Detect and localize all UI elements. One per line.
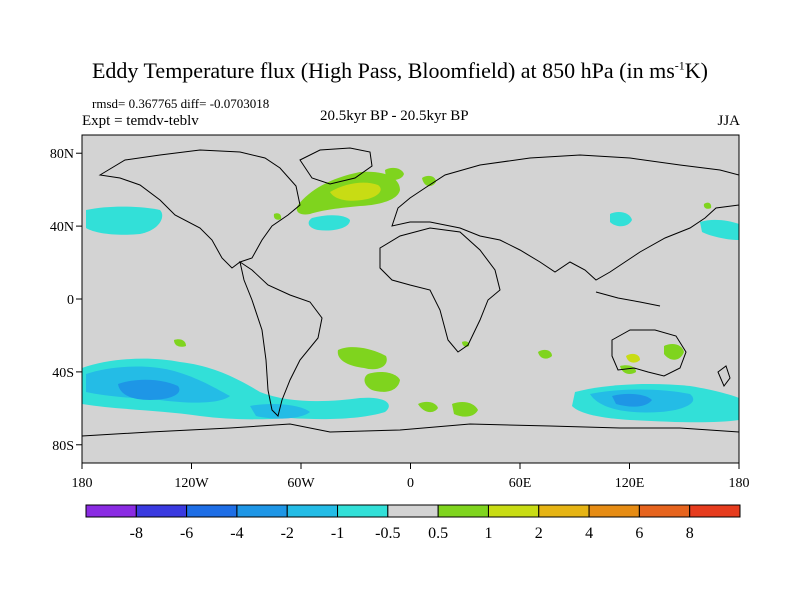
colorbar-swatch <box>538 504 590 518</box>
drake-passage-negative <box>250 404 310 419</box>
south-atlantic-positive-3 <box>418 401 438 413</box>
north-america-coast <box>98 149 301 269</box>
map-area <box>82 135 739 463</box>
canada-positive <box>273 213 282 220</box>
colorbar-swatch <box>638 504 691 518</box>
stats-label: rmsd= 0.367765 diff= -0.0703018 <box>92 96 270 111</box>
period-label: 20.5kyr BP - 20.5kyr BP <box>320 108 469 124</box>
australia-positive <box>626 353 640 363</box>
lon-tick-label: 120W <box>174 476 209 491</box>
north-atlantic-strong <box>330 182 381 201</box>
colorbar-label: -6 <box>180 525 193 542</box>
anomaly-shading <box>82 167 739 423</box>
colorbar-label: 0.5 <box>428 525 448 542</box>
lat-tick-label: 40N <box>50 220 74 235</box>
lon-tick-label: 60E <box>509 476 532 491</box>
south-pacific-positive-small <box>174 339 186 347</box>
season-label: JJA <box>717 113 740 129</box>
north-pacific-negative <box>86 206 163 235</box>
east-australia-positive <box>664 344 684 360</box>
colorbar-swatch <box>487 504 540 518</box>
lon-tick-label: 180 <box>729 476 750 491</box>
experiment-label: Expt = temdv-teblv <box>82 113 199 129</box>
south-indian-positive <box>452 402 478 417</box>
lon-tick-label: 0 <box>407 476 414 491</box>
colorbar-label: 1 <box>484 525 492 542</box>
colorbar-label: 8 <box>686 525 694 542</box>
colorbar-swatch <box>186 504 238 518</box>
colorbar-label: -8 <box>130 525 143 542</box>
madagascar-positive <box>538 349 552 359</box>
colorbar-swatch <box>286 504 339 518</box>
colorbar: -8 -6 -4 -2 -1 -0.5 0.5 1 2 4 6 8 <box>85 504 741 542</box>
colorbar-swatch <box>437 504 489 518</box>
africa-coast <box>379 227 501 353</box>
eurasia-coast <box>391 154 739 281</box>
lon-tick-label: 60W <box>287 476 315 491</box>
lon-tick-label: 120E <box>615 476 645 491</box>
colorbar-swatch <box>337 504 389 518</box>
south-america-coast <box>239 260 323 417</box>
colorbar-swatch <box>236 504 288 518</box>
antarctica-coast <box>82 423 739 437</box>
kamchatka-positive <box>703 202 712 209</box>
south-australia-positive <box>620 365 636 374</box>
colorbar-label: 4 <box>585 525 593 542</box>
map-axes: 180 120W 60W 0 60E 120E 180 80N 40N 0 40S 80S <box>50 147 750 491</box>
mid-atlantic-negative <box>308 215 350 231</box>
colorbar-swatch <box>85 504 137 518</box>
indonesia-coast <box>595 291 661 307</box>
colorbar-label: -1 <box>331 525 344 542</box>
colorbar-label: -2 <box>281 525 294 542</box>
colorbar-swatch <box>689 504 741 518</box>
colorbar-label: 2 <box>535 525 543 542</box>
south-pacific-negative-core <box>118 379 180 400</box>
south-atlantic-positive-1 <box>337 347 387 370</box>
lon-tick-label: 180 <box>72 476 93 491</box>
south-indian-negative-core <box>612 393 652 407</box>
page-title: Eddy Temperature flux (High Pass, Bloomf… <box>91 58 708 83</box>
colorbar-label: 6 <box>635 525 643 542</box>
australia-coast <box>611 329 687 377</box>
south-atlantic-positive-2 <box>364 372 400 392</box>
new-zealand-coast <box>717 365 731 387</box>
east-asia-negative <box>610 212 632 227</box>
colorbar-label: -4 <box>230 525 243 542</box>
colorbar-swatch <box>135 504 188 518</box>
coastlines <box>82 147 739 437</box>
colorbar-label: -0.5 <box>375 525 400 542</box>
lat-tick-label: 40S <box>52 366 74 381</box>
lat-tick-label: 80S <box>52 439 74 454</box>
colorbar-swatch <box>387 504 439 518</box>
greenland-coast <box>299 147 373 185</box>
greenland-positive <box>385 167 404 181</box>
lat-tick-label: 0 <box>67 293 74 308</box>
colorbar-swatch <box>588 504 640 518</box>
lat-tick-label: 80N <box>50 147 74 162</box>
northwest-pacific-negative <box>700 219 739 240</box>
